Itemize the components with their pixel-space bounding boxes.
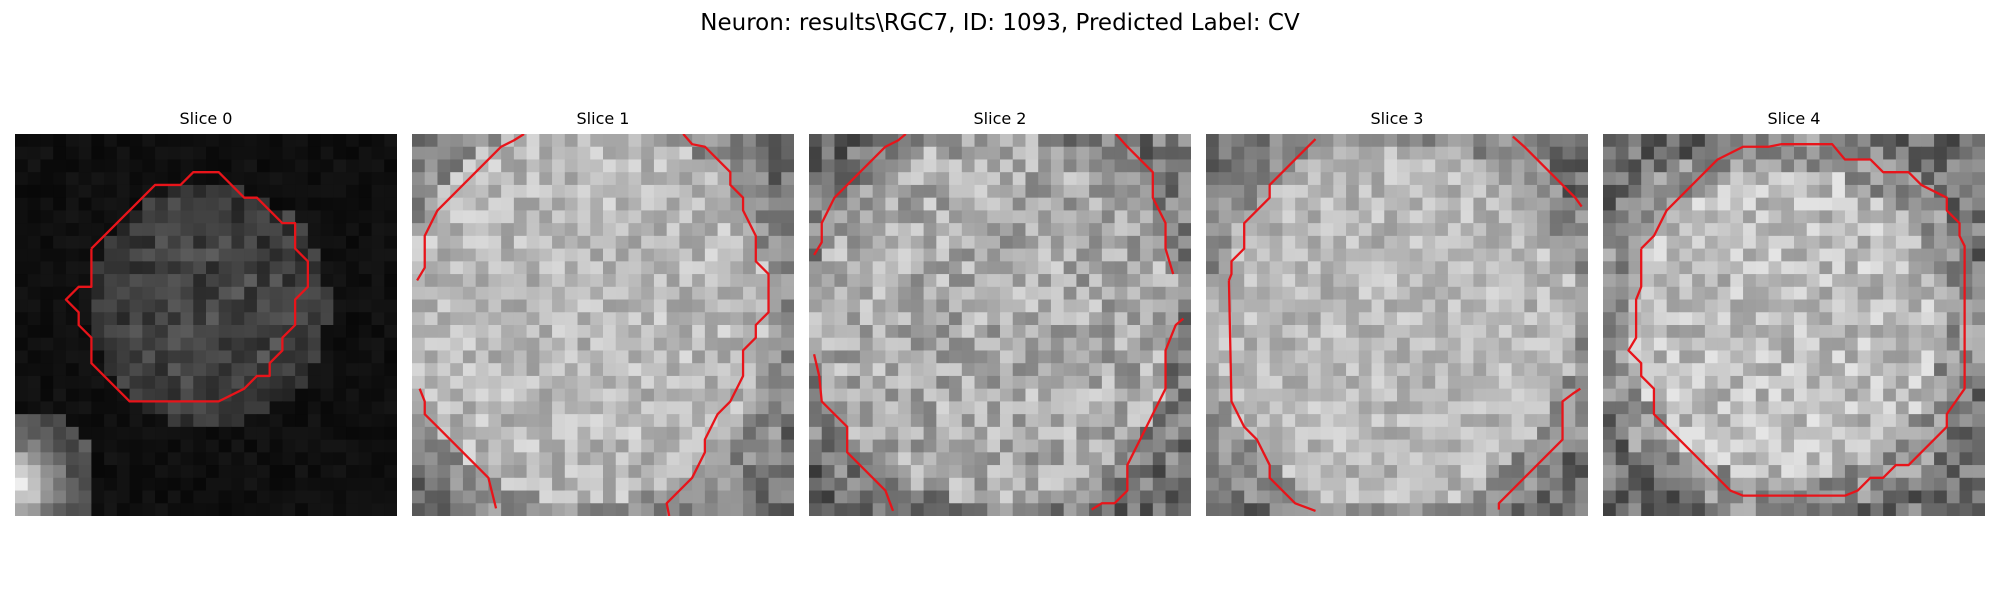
slice-panel-0: Slice 0 (15, 108, 397, 518)
slice-image-2 (809, 134, 1191, 516)
slice-panel-4: Slice 4 (1603, 108, 1985, 518)
slice-title-3: Slice 3 (1206, 108, 1588, 130)
slice-image-3 (1206, 134, 1588, 516)
slice-panel-3: Slice 3 (1206, 108, 1588, 518)
slice-title-0: Slice 0 (15, 108, 397, 130)
slice-panel-1: Slice 1 (412, 108, 794, 518)
slice-panel-2: Slice 2 (809, 108, 1191, 518)
figure-title: Neuron: results\RGC7, ID: 1093, Predicte… (0, 8, 2000, 38)
slice-image-1 (412, 134, 794, 516)
slice-title-1: Slice 1 (412, 108, 794, 130)
slice-title-2: Slice 2 (809, 108, 1191, 130)
slice-title-4: Slice 4 (1603, 108, 1985, 130)
slice-image-4 (1603, 134, 1985, 516)
slice-image-0 (15, 134, 397, 516)
